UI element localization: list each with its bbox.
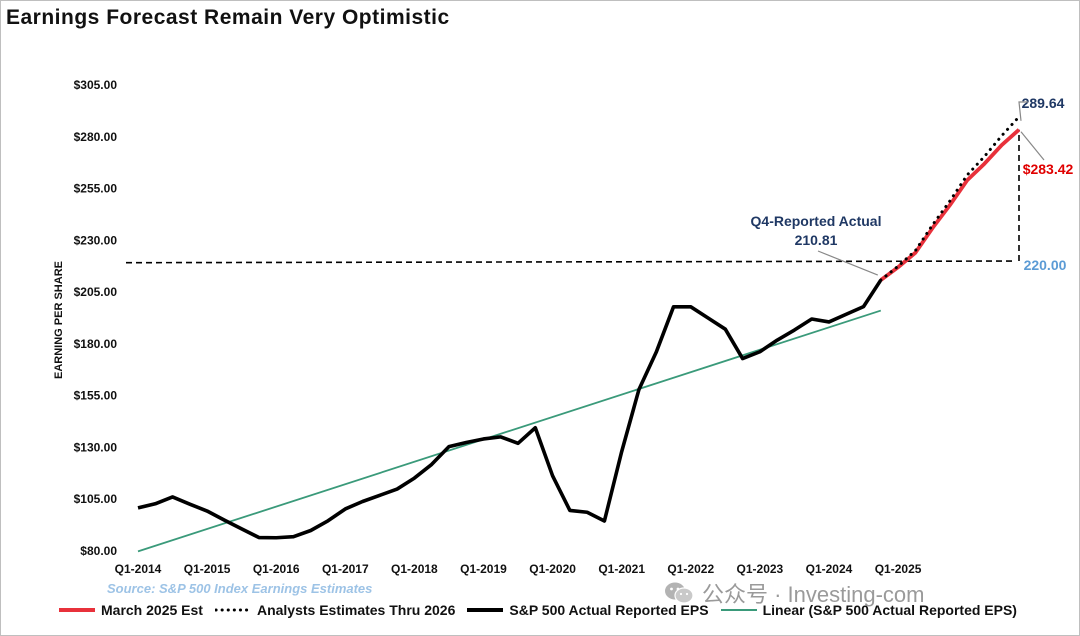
x-tick-label: Q1-2015	[184, 562, 231, 576]
y-axis-title: EARNING PER SHARE	[53, 261, 65, 379]
x-tick-label: Q1-2014	[115, 562, 162, 576]
annotation-q4-leader	[817, 250, 879, 276]
legend-label-march-est: March 2025 Est	[101, 602, 203, 618]
annotation-q4-title: Q4-Reported Actual	[751, 213, 882, 229]
y-tick-label: $80.00	[80, 544, 117, 558]
legend-item-analysts: Analysts Estimates Thru 2026	[214, 602, 456, 618]
chart-title: Earnings Forecast Remain Very Optimistic	[6, 6, 450, 29]
watermark: 公众号 · Investing-com	[664, 577, 925, 609]
legend-label-linear: Linear (S&P 500 Actual Reported EPS)	[762, 602, 1017, 618]
legend-swatch-linear	[720, 609, 757, 611]
watermark-text: 公众号 · Investing-com	[702, 582, 925, 607]
x-tick-label: Q1-2021	[598, 562, 645, 576]
reference-line-220	[125, 260, 1013, 264]
legend-swatch-march-est	[59, 608, 95, 612]
march-2025-est-line	[879, 128, 1021, 282]
legend-label-actual: S&P 500 Actual Reported EPS	[509, 602, 709, 618]
x-tick-label: Q1-2023	[737, 562, 784, 576]
annotation-q4-value: 210.81	[795, 232, 838, 248]
actual-eps-line	[137, 279, 883, 540]
legend: March 2025 Est Analysts Estimates Thru 2…	[59, 602, 1029, 618]
annotation-283-label: $283.42	[1023, 161, 1074, 177]
x-tick-label: Q1-2018	[391, 562, 438, 576]
x-tick-label: Q1-2022	[667, 562, 714, 576]
y-tick-label: $105.00	[74, 492, 118, 506]
x-tick-label: Q1-2024	[806, 562, 853, 576]
x-tick-label: Q1-2017	[322, 562, 369, 576]
y-tick-label: $255.00	[74, 182, 118, 196]
y-tick-label: $280.00	[74, 130, 118, 144]
analysts-estimates-line	[879, 115, 1021, 282]
x-tick-label: Q1-2019	[460, 562, 507, 576]
source-note: Source: S&P 500 Index Earnings Estimates	[107, 581, 373, 596]
annotation-283-leader	[1020, 131, 1045, 161]
x-tick-label: Q1-2016	[253, 562, 300, 576]
annotation-289-label: 289.64	[1022, 95, 1065, 111]
x-tick-label: Q1-2025	[875, 562, 922, 576]
annotation-289-leader	[1018, 101, 1028, 121]
y-tick-label: $205.00	[74, 285, 118, 299]
x-tick-label: Q1-2020	[529, 562, 576, 576]
y-tick-label: $155.00	[74, 389, 118, 403]
y-tick-label: $230.00	[74, 233, 118, 247]
legend-item-actual: S&P 500 Actual Reported EPS	[467, 602, 709, 618]
legend-swatch-actual	[467, 608, 504, 612]
legend-item-march-est: March 2025 Est	[59, 602, 203, 618]
legend-label-analysts: Analysts Estimates Thru 2026	[256, 602, 456, 618]
wechat-icon	[665, 582, 694, 604]
legend-swatch-analysts	[214, 608, 251, 612]
legend-item-linear: Linear (S&P 500 Actual Reported EPS)	[720, 602, 1017, 618]
linear-trend-line	[137, 309, 882, 553]
y-tick-label: $305.00	[74, 78, 118, 92]
y-tick-label: $180.00	[74, 337, 118, 351]
y-tick-label: $130.00	[74, 440, 118, 454]
annotation-220-label: 220.00	[1024, 257, 1067, 273]
